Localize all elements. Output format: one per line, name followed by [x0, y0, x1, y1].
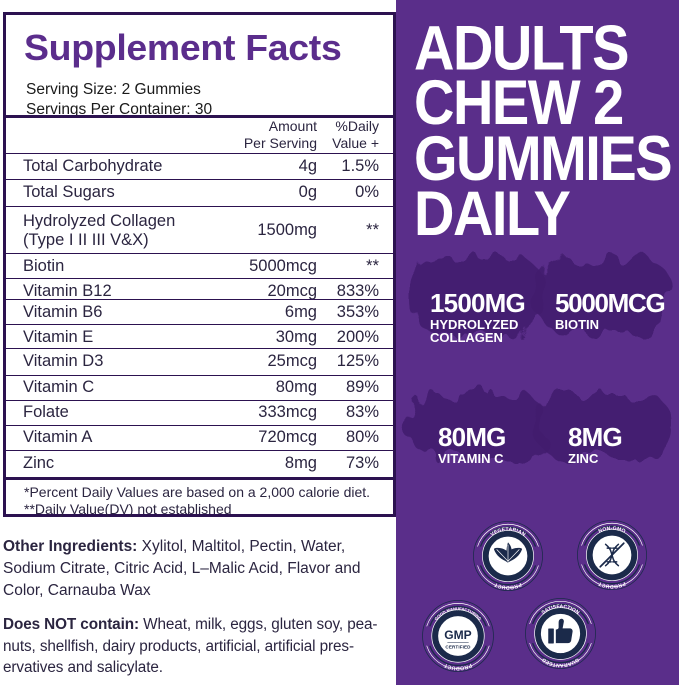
- svg-text:CERTIFIED: CERTIFIED: [445, 644, 471, 649]
- svg-text:GMP: GMP: [444, 628, 471, 642]
